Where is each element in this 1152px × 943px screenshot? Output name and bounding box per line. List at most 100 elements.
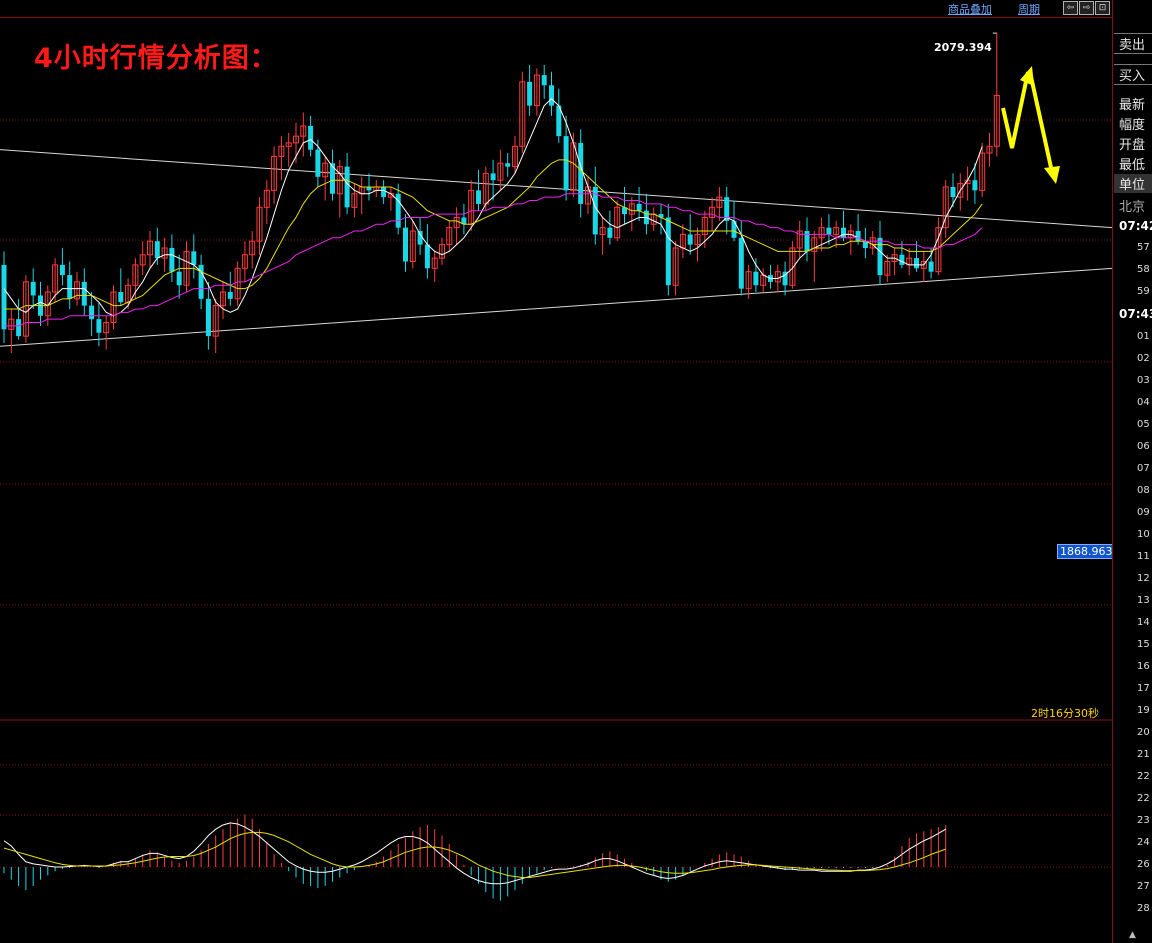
candle-body xyxy=(986,145,993,154)
time-tick: 08 xyxy=(1137,485,1150,496)
label-amplitude: 幅度 xyxy=(1119,118,1146,133)
candle-body xyxy=(687,234,693,245)
candle-body xyxy=(928,261,934,272)
candle-body xyxy=(431,257,438,269)
candle-body xyxy=(745,271,752,290)
overlay-commodity-link[interactable]: 商品叠加 xyxy=(948,3,992,16)
kline-chart[interactable] xyxy=(0,18,1112,943)
scroll-down-icon[interactable]: ▲ xyxy=(1129,930,1136,940)
candle-body xyxy=(818,227,825,239)
candle-body xyxy=(132,264,139,286)
candle-body xyxy=(709,206,716,218)
candle-body xyxy=(59,264,65,276)
time-tick: 09 xyxy=(1137,507,1150,518)
time-tick: 21 xyxy=(1137,749,1150,760)
candle-body xyxy=(614,206,621,239)
candle-body xyxy=(330,163,335,194)
time-tick: 10 xyxy=(1137,529,1150,540)
candles xyxy=(1,32,1000,354)
ma_short-line xyxy=(3,98,983,317)
candle-body xyxy=(578,142,584,204)
candle-body xyxy=(884,261,891,276)
time-tick: 11 xyxy=(1137,551,1150,562)
ma_mid-line xyxy=(4,159,983,310)
candle-body xyxy=(263,189,270,208)
time-tick: 59 xyxy=(1137,286,1150,297)
time-tick: 03 xyxy=(1137,375,1150,386)
forecast-arrow-up xyxy=(1001,71,1030,149)
candle-body xyxy=(439,244,445,259)
candle-body xyxy=(89,305,95,320)
moving-averages xyxy=(3,98,983,327)
candle-body xyxy=(701,216,708,235)
candle-body xyxy=(533,74,540,107)
candle-body xyxy=(672,247,679,286)
candle-body xyxy=(74,281,80,300)
candle-body xyxy=(738,237,744,289)
candle-body xyxy=(804,231,810,252)
candle-body xyxy=(950,186,956,198)
candle-body xyxy=(381,186,387,198)
candle-body xyxy=(395,193,401,228)
candle-body xyxy=(731,220,737,238)
top-toolbar: 商品叠加 周期 ⇦ ⇨ ⊡ xyxy=(0,0,1112,18)
time-tick: 15 xyxy=(1137,639,1150,650)
time-tick: 20 xyxy=(1137,727,1150,738)
candle-body xyxy=(227,292,233,299)
candle-body xyxy=(782,271,788,286)
candle-body xyxy=(285,142,292,147)
candle-body xyxy=(212,305,219,337)
candle-body xyxy=(497,162,504,181)
candle-body xyxy=(191,251,197,265)
macd-panel xyxy=(3,814,947,901)
label-unit: 单位 xyxy=(1114,174,1152,193)
nav-left-button[interactable]: ⇦ xyxy=(1063,1,1078,15)
time-tick: 04 xyxy=(1137,397,1150,408)
candle-body xyxy=(161,247,168,259)
grid-lines xyxy=(0,119,1112,868)
candle-body xyxy=(914,258,919,269)
candle-body xyxy=(409,230,416,263)
candle-body xyxy=(308,125,314,150)
time-tick: 07 xyxy=(1137,463,1150,474)
candle-body xyxy=(67,275,73,299)
candle-body xyxy=(30,281,36,296)
period-link[interactable]: 周期 xyxy=(1018,3,1040,16)
high-price-label: 2079.394 xyxy=(934,41,992,54)
time-tick: 58 xyxy=(1137,264,1150,275)
forecast-arrows xyxy=(1001,66,1060,184)
time-tick: 05 xyxy=(1137,419,1150,430)
time-tick: 24 xyxy=(1137,837,1150,848)
candle-body xyxy=(694,233,701,246)
time-tick: 17 xyxy=(1137,683,1150,694)
candle-body xyxy=(979,152,986,191)
candle-body xyxy=(315,149,321,177)
candle-body xyxy=(110,291,117,324)
candle-body xyxy=(249,240,256,256)
candle-body xyxy=(556,105,562,137)
ma_long-line xyxy=(4,193,983,327)
right-sidebar: 卖出 买入 最新 幅度 开盘 最低 单位 北京 07:42 57 58 59 07:… xyxy=(1112,0,1152,943)
candle-body xyxy=(366,186,372,191)
candle-body xyxy=(490,173,496,181)
candle-body xyxy=(8,318,15,330)
candle-body xyxy=(22,281,29,337)
candle-body xyxy=(205,298,211,337)
candle-body xyxy=(658,214,664,218)
candle-body xyxy=(169,247,175,272)
chart-title: 4小时行情分析图： xyxy=(34,43,278,74)
candle-body xyxy=(16,319,22,337)
forecast-arrow-down xyxy=(1028,71,1054,173)
time-tick: 06 xyxy=(1137,441,1150,452)
candle-body xyxy=(549,85,554,106)
nav-right-button[interactable]: ⇨ xyxy=(1079,1,1094,15)
time-tick: 22 xyxy=(1137,793,1150,804)
forecast-arrowhead-down xyxy=(1044,166,1060,184)
time-tick: 57 xyxy=(1137,242,1150,253)
sell-button[interactable]: 卖出 xyxy=(1114,33,1152,54)
maximize-button[interactable]: ⊡ xyxy=(1095,1,1110,15)
candle-body xyxy=(154,241,160,259)
buy-button[interactable]: 买入 xyxy=(1114,64,1152,85)
candle-body xyxy=(636,203,642,211)
candle-body xyxy=(293,135,299,144)
